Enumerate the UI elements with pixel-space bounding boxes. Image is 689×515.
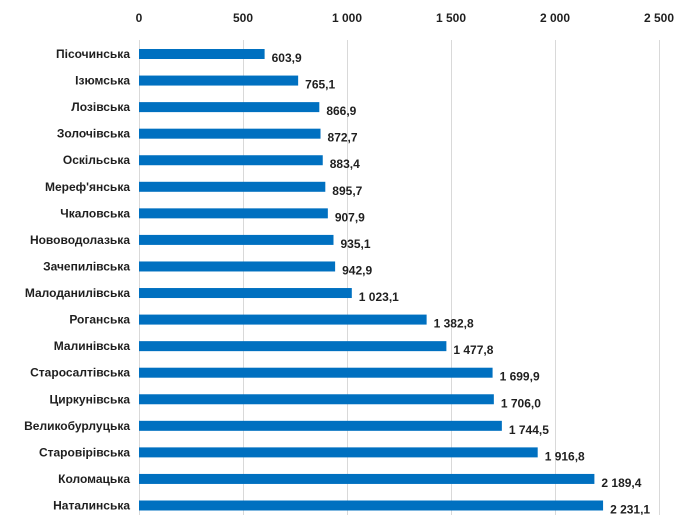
bar	[139, 261, 336, 272]
category-label: Золочівська	[57, 127, 130, 141]
bar	[139, 447, 538, 458]
value-label: 1 744,5	[509, 423, 549, 437]
bar	[139, 288, 352, 299]
category-label: Пісочинська	[56, 47, 130, 61]
value-label: 1 916,8	[545, 449, 585, 463]
category-label: Циркунівська	[49, 392, 130, 406]
bar	[139, 314, 427, 325]
category-label: Старосалтівська	[30, 366, 130, 380]
value-label: 1 023,1	[359, 290, 399, 304]
category-label: Старовірівська	[39, 445, 130, 459]
value-label: 942,9	[342, 263, 372, 277]
category-label: Лозівська	[71, 100, 130, 114]
value-label: 1 706,0	[501, 396, 541, 410]
bar	[139, 102, 320, 113]
x-tick-label: 1 500	[436, 11, 466, 25]
value-label: 2 231,1	[610, 503, 650, 515]
grid-layer	[139, 40, 660, 515]
bar	[139, 394, 494, 405]
value-label: 935,1	[341, 237, 371, 251]
bar	[139, 75, 299, 86]
bar	[139, 500, 604, 511]
bars	[139, 49, 604, 511]
x-tick-label: 2 000	[540, 11, 570, 25]
value-label: 883,4	[330, 157, 360, 171]
bar	[139, 49, 265, 59]
value-label: 765,1	[305, 78, 335, 92]
category-labels: Пісочинська Ізюмська Лозівська Золочівська О…	[24, 47, 130, 513]
category-label: Нововодолазька	[30, 233, 130, 247]
category-label: Оскільська	[63, 153, 130, 167]
x-tick-label: 500	[233, 11, 253, 25]
category-label: Коломацька	[58, 472, 130, 486]
category-label: Ізюмська	[75, 74, 130, 88]
category-label: Малинівська	[54, 339, 131, 353]
bar	[139, 341, 447, 352]
value-label: 866,9	[326, 104, 356, 118]
bar	[139, 234, 334, 245]
bar	[139, 128, 321, 139]
value-label: 895,7	[332, 184, 362, 198]
category-label: Наталинська	[53, 499, 130, 513]
category-label: Роганська	[69, 313, 130, 327]
x-tick-label: 0	[136, 11, 143, 25]
bar	[139, 420, 502, 431]
bar	[139, 367, 493, 378]
x-tick-label: 1 000	[332, 11, 362, 25]
category-label: Зачепилівська	[43, 259, 130, 273]
bar	[139, 181, 326, 192]
value-label: 1 699,9	[500, 370, 540, 384]
value-label: 603,9	[272, 51, 302, 65]
x-axis-tick-labels: 0 500 1 000 1 500 2 000 2 500	[136, 11, 675, 25]
x-tick-label: 2 500	[644, 11, 674, 25]
category-label: Малоданилівська	[25, 286, 130, 300]
category-label: Мереф'янська	[45, 180, 130, 194]
bar	[139, 473, 595, 484]
category-label: Великобурлуцька	[24, 419, 130, 433]
bar	[139, 155, 323, 166]
value-label: 2 189,4	[601, 476, 641, 490]
value-label: 1 477,8	[453, 343, 493, 357]
value-label: 872,7	[328, 131, 358, 145]
bar	[139, 208, 328, 219]
value-label: 1 382,8	[434, 317, 474, 331]
value-label: 907,9	[335, 210, 365, 224]
category-label: Чкаловська	[60, 206, 130, 220]
